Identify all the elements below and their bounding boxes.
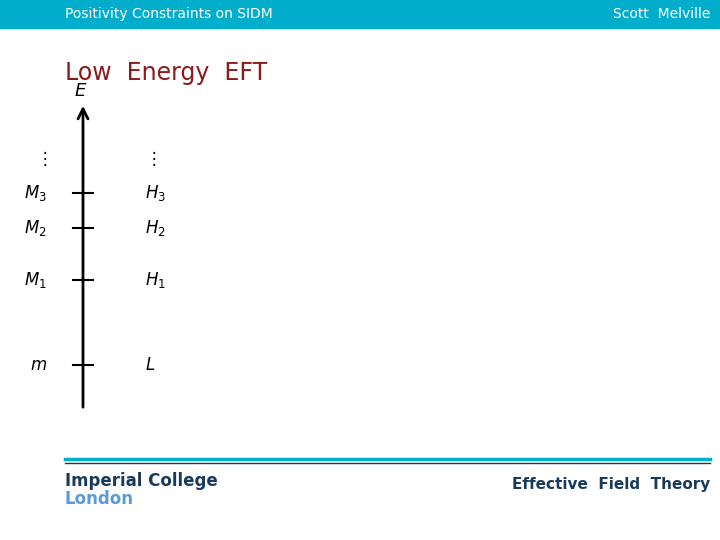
Text: Positivity Constraints on SIDM: Positivity Constraints on SIDM (65, 7, 273, 21)
Text: $L$: $L$ (145, 356, 156, 374)
Text: Imperial College: Imperial College (65, 472, 217, 490)
Text: $m$: $m$ (30, 356, 47, 374)
Text: $M_3$: $M_3$ (24, 183, 47, 203)
Text: $M_1$: $M_1$ (24, 270, 47, 290)
Text: $H_2$: $H_2$ (145, 218, 166, 238)
Text: London: London (65, 490, 134, 508)
Text: $H_3$: $H_3$ (145, 183, 166, 203)
Bar (0, 0, 720, 28)
Text: Effective  Field  Theory: Effective Field Theory (512, 477, 710, 492)
Text: $H_1$: $H_1$ (145, 270, 166, 290)
Text: Low  Energy  EFT: Low Energy EFT (65, 61, 267, 85)
Text: $\vdots$: $\vdots$ (36, 148, 47, 167)
Text: $\vdots$: $\vdots$ (145, 148, 156, 167)
Text: $E$: $E$ (74, 82, 87, 100)
Text: Scott  Melville: Scott Melville (613, 7, 710, 21)
Text: $M_2$: $M_2$ (24, 218, 47, 238)
